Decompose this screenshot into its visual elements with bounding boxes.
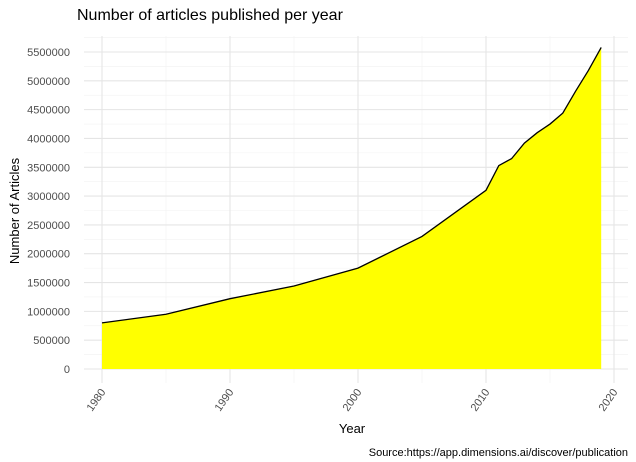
y-tick-label: 4500000 <box>27 105 70 117</box>
y-axis-title: Number of Articles <box>7 157 22 264</box>
y-tick-label: 1000000 <box>27 306 70 318</box>
x-axis-title: Year <box>339 421 366 436</box>
y-axis-ticks: 0 500000 1000000 1500000 2000000 2500000 30000… <box>27 47 70 376</box>
series-line <box>101 47 602 324</box>
chart-title: Number of articles published per year <box>77 7 344 24</box>
x-tick-label: 1980 <box>85 387 109 414</box>
source-caption: Source:https://app.dimensions.ai/discove… <box>369 447 628 459</box>
x-tick-label: 1990 <box>213 387 237 414</box>
x-tick-label: 2000 <box>341 387 365 414</box>
y-tick-label: 0 <box>64 364 70 376</box>
y-tick-label: 500000 <box>33 335 70 347</box>
x-tick-label: 2010 <box>469 387 493 414</box>
area-layer <box>101 47 602 369</box>
y-tick-label: 4000000 <box>27 133 70 145</box>
y-tick-label: 3000000 <box>27 191 70 203</box>
y-tick-label: 2500000 <box>27 220 70 232</box>
y-tick-label: 1500000 <box>27 278 70 290</box>
y-tick-label: 2000000 <box>27 249 70 261</box>
y-tick-label: 5500000 <box>27 47 70 59</box>
x-tick-label: 2020 <box>597 387 621 414</box>
area-fill <box>102 47 602 369</box>
y-tick-label: 3500000 <box>27 162 70 174</box>
x-axis-ticks: 1980 1990 2000 2010 2020 <box>85 387 621 414</box>
y-tick-label: 5000000 <box>27 76 70 88</box>
